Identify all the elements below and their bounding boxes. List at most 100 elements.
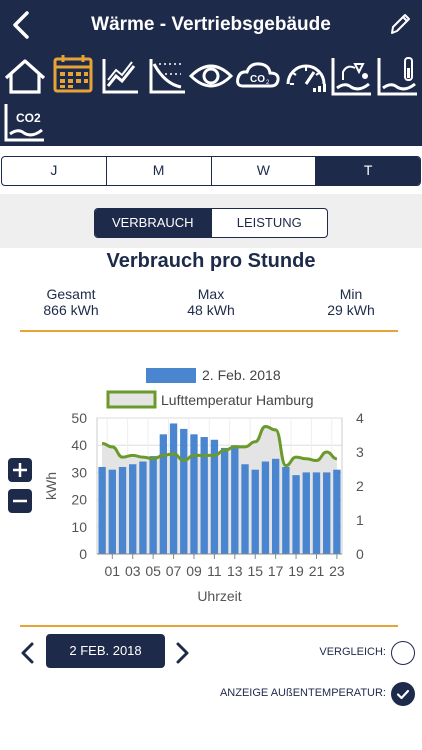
zoom-in-button[interactable] <box>8 458 32 482</box>
bar-hour-06 <box>159 434 168 554</box>
tab-week[interactable]: W <box>212 157 317 185</box>
next-day-button[interactable] <box>170 640 194 666</box>
x-tick-label: 01 <box>105 563 121 579</box>
y-tick-label: 20 <box>71 492 87 508</box>
x-axis-title: Uhrzeit <box>197 588 241 604</box>
speedometer-icon[interactable] <box>283 54 329 98</box>
bar-hour-07 <box>169 423 178 554</box>
app-header: Wärme - Vertriebsgebäude CO 2 CO2 <box>0 0 422 146</box>
stat-min-value: 29 kWh <box>327 302 375 318</box>
co2-landscape-icon[interactable]: CO2 <box>2 100 48 144</box>
x-tick-label: 03 <box>125 563 141 579</box>
bar-hour-09 <box>190 434 198 554</box>
bar-hour-10 <box>200 437 208 554</box>
bar-hour-18 <box>282 466 290 554</box>
stat-total-value: 866 kWh <box>43 302 99 318</box>
tab-power[interactable]: LEISTUNG <box>236 215 302 230</box>
zoom-out-button[interactable] <box>8 489 32 513</box>
outside-temperature-label: ANZEIGE AUßENTEMPERATUR: <box>219 687 386 699</box>
svg-text:2: 2 <box>266 80 270 86</box>
bar-hour-01 <box>108 469 116 554</box>
gauge-landscape-icon[interactable] <box>375 54 421 98</box>
line-chart-icon[interactable] <box>98 54 144 98</box>
outside-temperature-toggle[interactable] <box>391 682 415 706</box>
mode-selector: VERBRAUCH LEISTUNG <box>94 208 328 238</box>
divider-bottom <box>20 625 398 627</box>
bar-hour-20 <box>302 472 310 554</box>
bar-hour-22 <box>323 472 331 554</box>
bar-hour-23 <box>333 469 341 554</box>
bar-hour-15 <box>251 469 259 554</box>
stat-min-label: Min <box>339 286 363 302</box>
co2-label: CO2 <box>16 111 41 125</box>
x-tick-label: 09 <box>186 563 202 579</box>
y-tick-label: 50 <box>71 410 87 426</box>
stat-total: Gesamt 866 kWh <box>24 286 118 318</box>
co2-cloud-icon[interactable]: CO 2 <box>235 54 281 98</box>
x-tick-label: 13 <box>227 563 243 579</box>
bar-hour-02 <box>118 466 127 554</box>
bar-hour-00 <box>98 466 106 554</box>
bar-hour-11 <box>210 439 219 554</box>
tab-consumption[interactable]: VERBRAUCH <box>95 209 212 237</box>
compare-toggle[interactable] <box>391 641 415 665</box>
y-tick-label: 10 <box>71 519 87 535</box>
calendar-icon[interactable] <box>50 52 96 96</box>
bar-hour-04 <box>139 461 147 554</box>
back-button[interactable] <box>8 10 34 40</box>
y2-tick-label: 4 <box>356 410 364 426</box>
previous-day-button[interactable] <box>16 640 40 666</box>
bar-hour-12 <box>220 447 229 554</box>
bar-hour-05 <box>149 456 157 554</box>
tab-day[interactable]: T <box>316 157 420 185</box>
x-tick-label: 19 <box>288 563 304 579</box>
temperature-line <box>101 424 338 468</box>
y-tick-label: 40 <box>71 437 87 453</box>
bar-hour-03 <box>129 464 137 554</box>
decline-chart-icon[interactable] <box>145 54 191 98</box>
compare-label: VERGLEICH: <box>319 646 386 658</box>
legend-bar-swatch <box>146 368 196 383</box>
x-tick-label: 21 <box>309 563 325 579</box>
x-tick-label: 17 <box>268 563 284 579</box>
bar-hour-13 <box>231 445 239 554</box>
legend-temp-label: Lufttemperatur Hamburg <box>161 392 314 408</box>
bar-hour-17 <box>271 458 280 554</box>
stat-max-label: Max <box>197 286 225 302</box>
y2-tick-label: 2 <box>356 478 364 494</box>
x-tick-label: 07 <box>166 563 182 579</box>
legend-bar-label: 2. Feb. 2018 <box>202 367 281 383</box>
chart-title: Verbrauch pro Stunde <box>106 250 316 272</box>
bar-hour-19 <box>292 475 300 554</box>
bar-hour-14 <box>241 464 249 554</box>
y-tick-label: 30 <box>71 464 87 480</box>
divider-top <box>20 330 398 332</box>
y2-tick-label: 3 <box>356 444 364 460</box>
svg-text:CO: CO <box>250 74 265 85</box>
y2-tick-label: 1 <box>356 512 364 528</box>
bar-hour-21 <box>312 472 321 554</box>
tab-month[interactable]: M <box>107 157 212 185</box>
y-tick-label: 0 <box>79 546 87 562</box>
stat-min: Min 29 kWh <box>304 286 398 318</box>
x-tick-label: 11 <box>207 563 222 579</box>
x-tick-label: 15 <box>247 563 263 579</box>
tab-year[interactable]: J <box>2 157 107 185</box>
edit-pencil-icon[interactable] <box>388 11 412 37</box>
weather-landscape-icon[interactable] <box>329 54 375 98</box>
date-picker-button[interactable]: 2 FEB. 2018 <box>46 634 165 668</box>
x-tick-label: 23 <box>329 563 345 579</box>
home-icon[interactable] <box>2 54 48 98</box>
eye-icon[interactable] <box>188 54 234 98</box>
y-axis-title: kWh <box>43 472 59 500</box>
bar-hour-16 <box>261 461 270 554</box>
bar-hour-08 <box>180 428 188 554</box>
y2-tick-label: 0 <box>356 546 364 562</box>
stat-max: Max 48 kWh <box>164 286 258 318</box>
stat-total-label: Gesamt <box>46 286 96 302</box>
period-selector: J M W T <box>1 156 421 186</box>
page-title: Wärme - Vertriebsgebäude <box>91 14 331 35</box>
stat-max-value: 48 kWh <box>187 302 235 318</box>
x-tick-label: 05 <box>145 563 161 579</box>
